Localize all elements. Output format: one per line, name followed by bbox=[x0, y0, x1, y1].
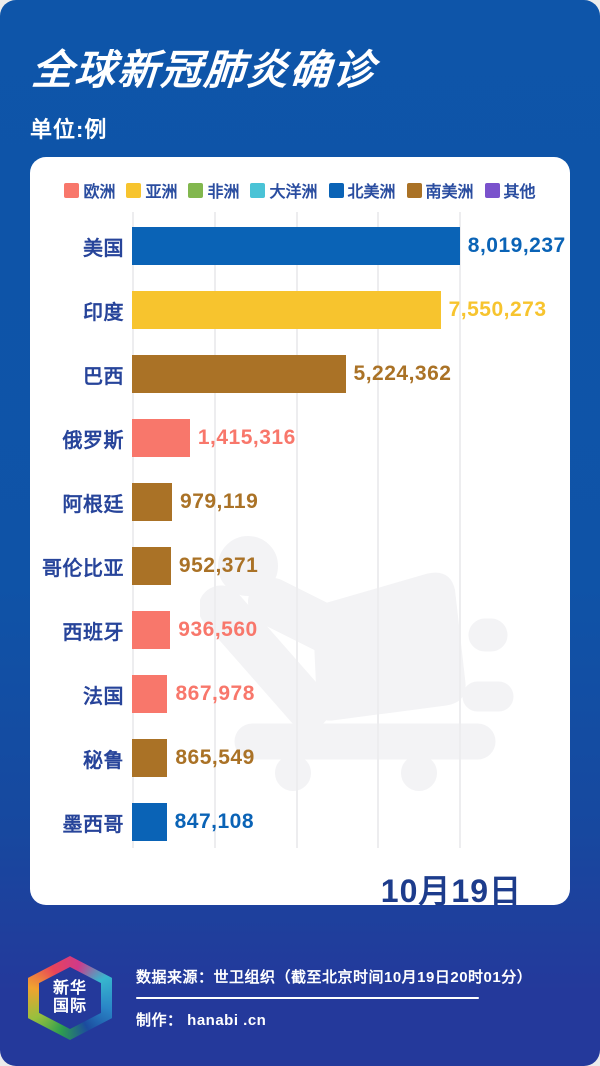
legend-item-asia: 亚洲 bbox=[126, 178, 177, 202]
legend-swatch-icon bbox=[484, 182, 500, 198]
legend-item-europe: 欧洲 bbox=[64, 178, 115, 202]
value-bar bbox=[132, 739, 168, 777]
value-bar bbox=[132, 803, 167, 841]
value-bar bbox=[132, 419, 190, 457]
chart-row: 秘鲁 865,549 bbox=[30, 726, 570, 790]
legend-label: 北美洲 bbox=[347, 184, 396, 201]
legend-swatch-icon bbox=[188, 182, 204, 198]
value-label: 847,108 bbox=[174, 810, 255, 833]
legend-swatch-icon bbox=[64, 182, 80, 198]
country-label: 法国 bbox=[83, 685, 124, 708]
legend-item-other: 其他 bbox=[484, 178, 536, 202]
value-label: 1,415,316 bbox=[197, 426, 296, 449]
gridline bbox=[295, 212, 298, 848]
gridline bbox=[377, 212, 380, 848]
value-bar bbox=[132, 227, 460, 265]
data-source-text: 数据来源：世卫组织（截至北京时间10月19日20时01分） bbox=[136, 969, 533, 986]
legend-label: 南美洲 bbox=[425, 184, 474, 201]
country-label: 秘鲁 bbox=[83, 749, 124, 772]
legend-swatch-icon bbox=[250, 182, 266, 198]
gridline bbox=[459, 212, 461, 848]
patient-on-hospital-bed-icon bbox=[200, 536, 514, 791]
country-label: 西班牙 bbox=[62, 621, 124, 644]
value-bar bbox=[132, 675, 168, 713]
footer-info: 数据来源：世卫组织（截至北京时间10月19日20时01分） 制作： hanabi… bbox=[136, 966, 532, 1030]
value-bar bbox=[132, 611, 171, 649]
unit-label: 单位:例 bbox=[30, 117, 108, 142]
value-label: 979,119 bbox=[180, 490, 259, 513]
chart-row: 俄罗斯 1,415,316 bbox=[30, 406, 570, 470]
footer-divider bbox=[136, 997, 479, 999]
value-label: 867,978 bbox=[175, 682, 255, 705]
credit-text: 制作： hanabi .cn bbox=[136, 1012, 267, 1029]
xinhua-international-logo: 新华 国际 bbox=[28, 956, 112, 1040]
bar-rows: 美国 8,019,237 印度 7,550,273 巴西 5,224,362 俄罗斯 1,41… bbox=[30, 214, 570, 854]
date-annotation: 10月19日 bbox=[380, 873, 522, 909]
legend-item-north_america: 北美洲 bbox=[328, 178, 396, 202]
value-label: 7,550,273 bbox=[448, 298, 547, 321]
bar-chart: 美国 8,019,237 印度 7,550,273 巴西 5,224,362 俄罗斯 1,41… bbox=[30, 212, 570, 909]
legend-label: 非洲 bbox=[207, 184, 240, 201]
chart-legend: 欧洲 亚洲 非洲 大洋洲 北美洲 南美洲 其他 bbox=[30, 157, 570, 202]
footer: 新华 国际 数据来源：世卫组织（截至北京时间10月19日20时01分） 制作： … bbox=[0, 930, 600, 1066]
country-label: 巴西 bbox=[83, 365, 124, 388]
country-label: 印度 bbox=[83, 301, 124, 324]
header: 全球新冠肺炎确诊 单位:例 bbox=[0, 0, 600, 144]
country-label: 哥伦比亚 bbox=[42, 557, 124, 580]
legend-item-oceania: 大洋洲 bbox=[250, 178, 318, 202]
country-label: 阿根廷 bbox=[62, 493, 124, 516]
value-label: 952,371 bbox=[178, 554, 259, 577]
chart-row: 墨西哥 847,108 bbox=[30, 790, 570, 854]
chart-row: 法国 867,978 bbox=[30, 662, 570, 726]
legend-swatch-icon bbox=[406, 182, 422, 198]
chart-row: 西班牙 936,560 bbox=[30, 598, 570, 662]
value-label: 8,019,237 bbox=[467, 234, 566, 257]
chart-row: 哥伦比亚 952,371 bbox=[30, 534, 570, 598]
legend-label: 大洋洲 bbox=[269, 184, 318, 201]
value-bar bbox=[132, 291, 441, 329]
country-label: 俄罗斯 bbox=[62, 429, 124, 452]
chart-row: 美国 8,019,237 bbox=[30, 214, 570, 278]
gridlines bbox=[132, 212, 461, 848]
chart-row: 巴西 5,224,362 bbox=[30, 342, 570, 406]
legend-item-south_america: 南美洲 bbox=[406, 178, 474, 202]
value-bar bbox=[132, 355, 346, 393]
legend-swatch-icon bbox=[328, 182, 344, 198]
value-label: 936,560 bbox=[178, 618, 258, 641]
value-label: 865,549 bbox=[175, 746, 255, 769]
country-label: 美国 bbox=[83, 237, 124, 260]
value-label: 5,224,362 bbox=[353, 362, 452, 385]
chart-row: 印度 7,550,273 bbox=[30, 278, 570, 342]
gridline bbox=[213, 212, 216, 848]
legend-label: 欧洲 bbox=[83, 184, 116, 201]
logo-text: 新华 国际 bbox=[52, 980, 87, 1015]
value-bar bbox=[132, 547, 171, 585]
chart-row: 阿根廷 979,119 bbox=[30, 470, 570, 534]
gridline bbox=[132, 212, 134, 848]
legend-item-africa: 非洲 bbox=[188, 178, 239, 202]
page-title: 全球新冠肺炎确诊 bbox=[30, 47, 378, 93]
chart-card: 欧洲 亚洲 非洲 大洋洲 北美洲 南美洲 其他 美国 8,019,237 印度 7,550,273… bbox=[30, 157, 570, 909]
legend-label: 其他 bbox=[503, 184, 536, 201]
legend-swatch-icon bbox=[126, 182, 142, 198]
legend-label: 亚洲 bbox=[145, 184, 178, 201]
country-label: 墨西哥 bbox=[62, 813, 124, 836]
value-bar bbox=[132, 483, 173, 521]
